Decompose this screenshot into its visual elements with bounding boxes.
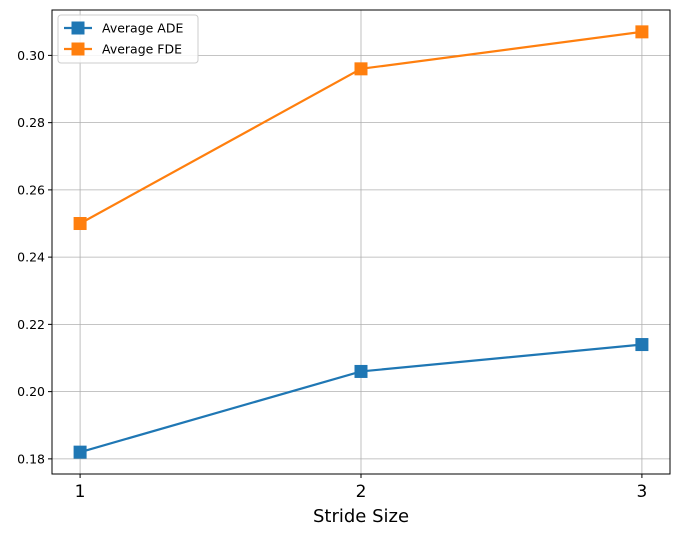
y-tick-label: 0.18	[17, 451, 45, 466]
legend: Average ADE Average FDE	[57, 14, 199, 64]
y-tick-label: 0.20	[17, 384, 45, 399]
legend-label: Average FDE	[102, 42, 182, 57]
legend-marker	[71, 42, 85, 56]
x-tick-label: 3	[636, 482, 647, 502]
data-point	[635, 25, 649, 39]
data-point	[73, 217, 87, 231]
x-tick-label: 2	[356, 482, 367, 502]
legend-marker	[71, 21, 85, 35]
y-tick-label: 0.22	[17, 317, 45, 332]
series-markers	[73, 25, 649, 459]
data-point	[354, 364, 368, 378]
x-axis: 1 2 3	[75, 474, 647, 502]
y-axis: 0.18 0.20 0.22 0.24 0.26 0.28 0.30	[17, 48, 52, 466]
data-point	[635, 338, 649, 352]
legend-label: Average ADE	[102, 21, 183, 36]
grid-lines	[52, 10, 670, 474]
y-tick-label: 0.30	[17, 48, 45, 63]
data-point	[73, 445, 87, 459]
data-point	[354, 62, 368, 76]
legend-box	[57, 14, 199, 64]
y-tick-label: 0.28	[17, 115, 45, 130]
x-tick-label: 1	[75, 482, 86, 502]
y-tick-label: 0.24	[17, 250, 45, 265]
y-tick-label: 0.26	[17, 182, 45, 197]
x-axis-label: Stride Size	[313, 506, 409, 527]
